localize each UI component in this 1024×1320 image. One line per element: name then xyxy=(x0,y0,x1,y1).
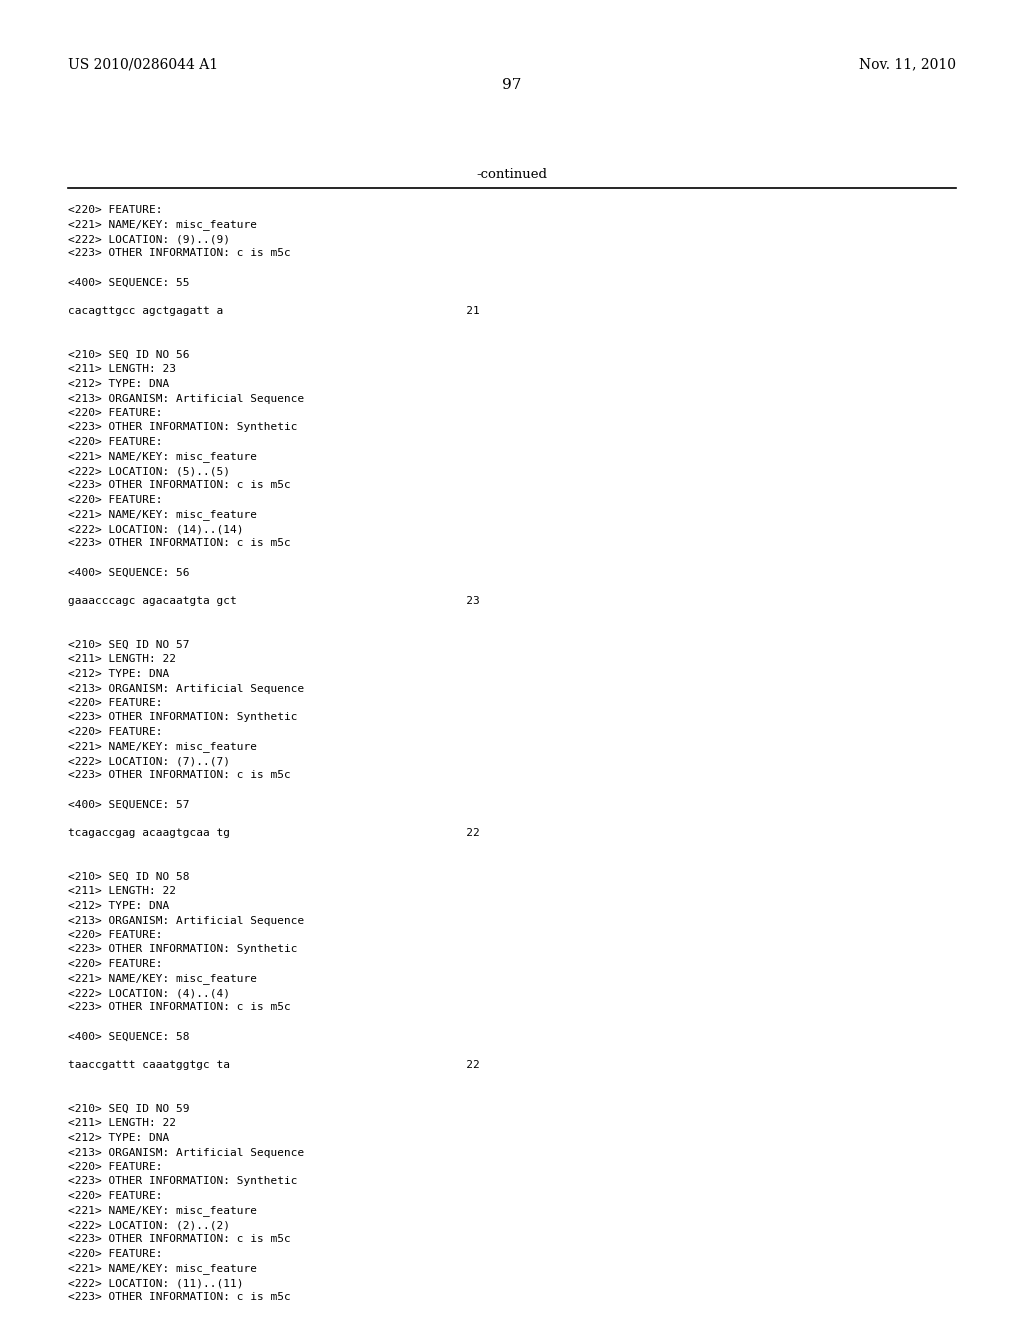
Text: <210> SEQ ID NO 58: <210> SEQ ID NO 58 xyxy=(68,873,189,882)
Text: <400> SEQUENCE: 55: <400> SEQUENCE: 55 xyxy=(68,277,189,288)
Text: <211> LENGTH: 22: <211> LENGTH: 22 xyxy=(68,887,176,896)
Text: <220> FEATURE:: <220> FEATURE: xyxy=(68,1162,163,1172)
Text: <213> ORGANISM: Artificial Sequence: <213> ORGANISM: Artificial Sequence xyxy=(68,393,304,404)
Text: <221> NAME/KEY: misc_feature: <221> NAME/KEY: misc_feature xyxy=(68,1263,257,1274)
Text: <213> ORGANISM: Artificial Sequence: <213> ORGANISM: Artificial Sequence xyxy=(68,1147,304,1158)
Text: <223> OTHER INFORMATION: c is m5c: <223> OTHER INFORMATION: c is m5c xyxy=(68,1292,291,1303)
Text: <212> TYPE: DNA: <212> TYPE: DNA xyxy=(68,1133,169,1143)
Text: <222> LOCATION: (4)..(4): <222> LOCATION: (4)..(4) xyxy=(68,987,230,998)
Text: <212> TYPE: DNA: <212> TYPE: DNA xyxy=(68,902,169,911)
Text: <223> OTHER INFORMATION: Synthetic: <223> OTHER INFORMATION: Synthetic xyxy=(68,422,298,433)
Text: <220> FEATURE:: <220> FEATURE: xyxy=(68,408,163,418)
Text: <220> FEATURE:: <220> FEATURE: xyxy=(68,205,163,215)
Text: <220> FEATURE:: <220> FEATURE: xyxy=(68,1249,163,1259)
Text: <223> OTHER INFORMATION: c is m5c: <223> OTHER INFORMATION: c is m5c xyxy=(68,539,291,549)
Text: <210> SEQ ID NO 56: <210> SEQ ID NO 56 xyxy=(68,350,189,360)
Text: <211> LENGTH: 22: <211> LENGTH: 22 xyxy=(68,1118,176,1129)
Text: <213> ORGANISM: Artificial Sequence: <213> ORGANISM: Artificial Sequence xyxy=(68,684,304,693)
Text: <223> OTHER INFORMATION: c is m5c: <223> OTHER INFORMATION: c is m5c xyxy=(68,1002,291,1012)
Text: <223> OTHER INFORMATION: c is m5c: <223> OTHER INFORMATION: c is m5c xyxy=(68,480,291,491)
Text: 97: 97 xyxy=(503,78,521,92)
Text: <211> LENGTH: 23: <211> LENGTH: 23 xyxy=(68,364,176,375)
Text: <222> LOCATION: (7)..(7): <222> LOCATION: (7)..(7) xyxy=(68,756,230,766)
Text: <221> NAME/KEY: misc_feature: <221> NAME/KEY: misc_feature xyxy=(68,510,257,520)
Text: <223> OTHER INFORMATION: c is m5c: <223> OTHER INFORMATION: c is m5c xyxy=(68,771,291,780)
Text: <222> LOCATION: (9)..(9): <222> LOCATION: (9)..(9) xyxy=(68,234,230,244)
Text: <223> OTHER INFORMATION: c is m5c: <223> OTHER INFORMATION: c is m5c xyxy=(68,1234,291,1245)
Text: <220> FEATURE:: <220> FEATURE: xyxy=(68,698,163,708)
Text: gaaacccagc agacaatgta gct                                  23: gaaacccagc agacaatgta gct 23 xyxy=(68,597,480,606)
Text: <222> LOCATION: (2)..(2): <222> LOCATION: (2)..(2) xyxy=(68,1220,230,1230)
Text: <212> TYPE: DNA: <212> TYPE: DNA xyxy=(68,379,169,389)
Text: cacagttgcc agctgagatt a                                    21: cacagttgcc agctgagatt a 21 xyxy=(68,306,480,317)
Text: <221> NAME/KEY: misc_feature: <221> NAME/KEY: misc_feature xyxy=(68,1205,257,1217)
Text: US 2010/0286044 A1: US 2010/0286044 A1 xyxy=(68,57,218,71)
Text: -continued: -continued xyxy=(476,168,548,181)
Text: <213> ORGANISM: Artificial Sequence: <213> ORGANISM: Artificial Sequence xyxy=(68,916,304,925)
Text: Nov. 11, 2010: Nov. 11, 2010 xyxy=(859,57,956,71)
Text: <210> SEQ ID NO 59: <210> SEQ ID NO 59 xyxy=(68,1104,189,1114)
Text: <212> TYPE: DNA: <212> TYPE: DNA xyxy=(68,669,169,678)
Text: <400> SEQUENCE: 56: <400> SEQUENCE: 56 xyxy=(68,568,189,578)
Text: <221> NAME/KEY: misc_feature: <221> NAME/KEY: misc_feature xyxy=(68,451,257,462)
Text: <210> SEQ ID NO 57: <210> SEQ ID NO 57 xyxy=(68,640,189,649)
Text: <221> NAME/KEY: misc_feature: <221> NAME/KEY: misc_feature xyxy=(68,974,257,985)
Text: <223> OTHER INFORMATION: Synthetic: <223> OTHER INFORMATION: Synthetic xyxy=(68,945,298,954)
Text: <220> FEATURE:: <220> FEATURE: xyxy=(68,495,163,506)
Text: <220> FEATURE:: <220> FEATURE: xyxy=(68,437,163,447)
Text: taaccgattt caaatggtgc ta                                   22: taaccgattt caaatggtgc ta 22 xyxy=(68,1060,480,1071)
Text: <223> OTHER INFORMATION: Synthetic: <223> OTHER INFORMATION: Synthetic xyxy=(68,1176,298,1187)
Text: <400> SEQUENCE: 57: <400> SEQUENCE: 57 xyxy=(68,800,189,809)
Text: <223> OTHER INFORMATION: Synthetic: <223> OTHER INFORMATION: Synthetic xyxy=(68,713,298,722)
Text: <211> LENGTH: 22: <211> LENGTH: 22 xyxy=(68,655,176,664)
Text: <222> LOCATION: (5)..(5): <222> LOCATION: (5)..(5) xyxy=(68,466,230,477)
Text: <220> FEATURE:: <220> FEATURE: xyxy=(68,1191,163,1201)
Text: <400> SEQUENCE: 58: <400> SEQUENCE: 58 xyxy=(68,1031,189,1041)
Text: <220> FEATURE:: <220> FEATURE: xyxy=(68,960,163,969)
Text: <220> FEATURE:: <220> FEATURE: xyxy=(68,727,163,737)
Text: <220> FEATURE:: <220> FEATURE: xyxy=(68,931,163,940)
Text: <221> NAME/KEY: misc_feature: <221> NAME/KEY: misc_feature xyxy=(68,219,257,231)
Text: tcagaccgag acaagtgcaa tg                                   22: tcagaccgag acaagtgcaa tg 22 xyxy=(68,829,480,838)
Text: <222> LOCATION: (11)..(11): <222> LOCATION: (11)..(11) xyxy=(68,1278,244,1288)
Text: <221> NAME/KEY: misc_feature: <221> NAME/KEY: misc_feature xyxy=(68,742,257,752)
Text: <222> LOCATION: (14)..(14): <222> LOCATION: (14)..(14) xyxy=(68,524,244,535)
Text: <223> OTHER INFORMATION: c is m5c: <223> OTHER INFORMATION: c is m5c xyxy=(68,248,291,259)
